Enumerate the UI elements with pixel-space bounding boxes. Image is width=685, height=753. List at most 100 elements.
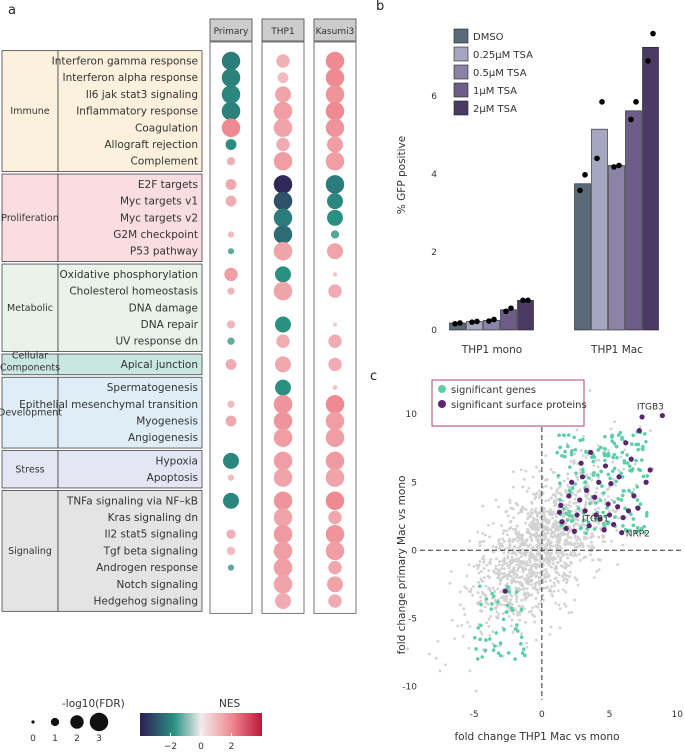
background-gene-point (482, 558, 486, 562)
background-gene-point (479, 609, 482, 613)
background-gene-point (525, 531, 529, 534)
term-label-allograft-rejection: Allograft rejection (104, 139, 198, 151)
significant-gene-point (622, 458, 627, 463)
significant-gene-point (591, 473, 596, 477)
significant-gene-point (619, 498, 624, 502)
significant-gene-point (561, 506, 566, 511)
background-gene-point (576, 542, 579, 545)
background-gene-point (549, 625, 553, 629)
background-gene-point (501, 575, 505, 579)
significant-gene-point (588, 501, 592, 506)
background-gene-point (503, 571, 506, 575)
background-gene-point (502, 567, 506, 571)
background-gene-point (549, 486, 553, 490)
bar-thp1-mono-2-m-tsa (517, 300, 534, 331)
background-gene-point (553, 584, 557, 587)
background-gene-point (550, 516, 554, 520)
background-gene-point (484, 584, 488, 588)
category-label-metabolic: Metabolic (7, 303, 53, 314)
background-gene-point (528, 560, 532, 564)
background-gene-point (488, 535, 492, 539)
background-gene-point (567, 503, 570, 507)
background-gene-point (562, 542, 566, 546)
background-gene-point (572, 459, 576, 462)
background-gene-point (546, 521, 549, 525)
significant-gene-point (579, 526, 583, 530)
background-gene-point (538, 554, 542, 557)
background-gene-point (553, 577, 557, 581)
category-box-immune (1, 50, 59, 172)
dot-g2m-checkpoint-kasumi3 (330, 230, 340, 239)
background-gene-point (510, 568, 514, 572)
dot-myogenesis-kasumi3 (325, 411, 345, 431)
significant-gene-point (492, 594, 496, 599)
category-terms-box-development (57, 376, 203, 449)
legend-swatch-0-25-m-tsa (453, 46, 469, 62)
background-gene-point (469, 590, 473, 594)
background-gene-point (479, 630, 482, 634)
background-gene-point (529, 550, 533, 554)
background-gene-point (522, 560, 526, 563)
background-gene-point (529, 515, 533, 519)
background-gene-point (521, 567, 525, 571)
significant-gene-point (564, 511, 569, 516)
dot-uv-response-dn-kasumi3 (328, 334, 342, 348)
background-gene-point (482, 576, 486, 579)
background-gene-point (497, 573, 501, 577)
background-gene-point (482, 567, 486, 570)
background-gene-point (550, 565, 553, 569)
background-gene-point (565, 552, 569, 556)
background-gene-point (547, 512, 551, 516)
background-gene-point (587, 498, 591, 501)
dot-kras-signaling-dn-kasumi3 (328, 510, 342, 525)
background-gene-point (551, 594, 554, 598)
significant-gene-point (592, 455, 597, 459)
background-gene-point (479, 540, 483, 544)
background-gene-point (509, 519, 513, 523)
background-gene-point (503, 557, 506, 560)
background-gene-point (575, 578, 579, 582)
background-gene-point (499, 578, 503, 582)
background-gene-point (597, 458, 601, 462)
dot-p53-pathway-kasumi3 (327, 243, 343, 260)
bar-thp1-mac-dmso (574, 183, 591, 331)
term-label-complement: Complement (131, 156, 199, 168)
term-label-hypoxia: Hypoxia (156, 455, 198, 467)
background-gene-point (590, 478, 594, 482)
significant-gene-point (636, 447, 640, 452)
significant-protein-point-3 (639, 414, 645, 420)
significant-gene-point (612, 441, 617, 446)
dot-tnfa-signaling-via-nf-kb-thp1 (273, 491, 293, 511)
dot-epithelial-mesenchymal-transition-kasumi3 (325, 395, 345, 414)
significant-gene-point (644, 514, 649, 518)
background-gene-point (515, 594, 519, 598)
background-gene-point (533, 497, 537, 501)
background-gene-point (507, 546, 510, 550)
background-gene-point (520, 632, 523, 636)
significant-gene-point (507, 590, 512, 594)
dot-apical-junction-kasumi3 (328, 357, 342, 372)
significant-protein-point-28 (563, 525, 569, 532)
background-gene-point (511, 560, 515, 564)
background-gene-point (509, 562, 512, 566)
background-gene-point (434, 656, 438, 660)
background-gene-point (513, 538, 517, 541)
category-terms-box-metabolic (57, 263, 203, 352)
background-gene-point (523, 598, 527, 602)
significant-gene-point (555, 450, 559, 455)
background-gene-point (527, 580, 531, 584)
term-label-e2f-targets: E2F targets (138, 179, 198, 191)
significant-gene-point (569, 452, 574, 457)
significant-gene-point (574, 471, 578, 475)
background-gene-point (555, 561, 559, 565)
background-gene-point (632, 487, 636, 491)
significant-gene-point (606, 472, 611, 477)
term-label-myc-targets-v1: Myc targets v1 (120, 196, 198, 208)
significant-gene-point (591, 459, 595, 464)
background-gene-point (553, 566, 557, 570)
background-gene-point (542, 513, 546, 517)
significant-gene-point (602, 453, 607, 458)
significant-gene-point (504, 610, 509, 614)
background-gene-point (483, 605, 487, 609)
background-gene-point (501, 544, 505, 548)
